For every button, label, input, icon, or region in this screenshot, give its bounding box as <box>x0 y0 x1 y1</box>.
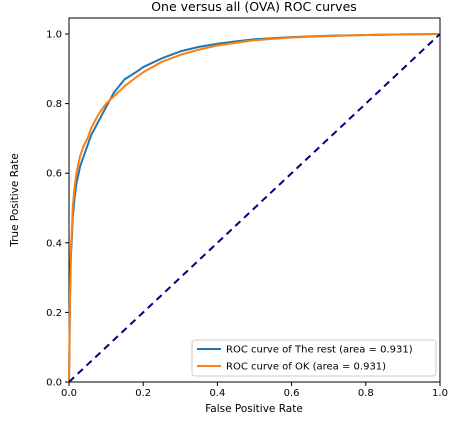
x-tick-label: 0.4 <box>209 388 225 399</box>
plot-area-frame <box>69 18 440 382</box>
y-tick-label: 0.6 <box>46 169 62 180</box>
x-tick-label: 0.6 <box>284 388 300 399</box>
y-tick-label: 0.8 <box>46 99 62 110</box>
x-axis: 0.0 0.2 0.4 0.6 0.8 1.0 <box>61 382 448 399</box>
y-tick-label: 0.2 <box>46 308 62 319</box>
x-tick-label: 1.0 <box>432 388 448 399</box>
legend-label-ok: ROC curve of OK (area = 0.931) <box>226 362 386 373</box>
y-tick-label: 1.0 <box>46 30 62 41</box>
legend: ROC curve of The rest (area = 0.931) ROC… <box>192 340 436 376</box>
chart-title: One versus all (OVA) ROC curves <box>151 0 357 14</box>
x-axis-label: False Positive Rate <box>205 403 303 415</box>
y-axis-label: True Positive Rate <box>9 153 21 248</box>
y-tick-label: 0.4 <box>46 238 62 249</box>
y-tick-label: 0.0 <box>46 378 62 389</box>
x-tick-label: 0.0 <box>61 388 77 399</box>
x-tick-label: 0.8 <box>358 388 374 399</box>
x-tick-label: 0.2 <box>135 388 151 399</box>
series-layer <box>69 34 440 382</box>
legend-label-the-rest: ROC curve of The rest (area = 0.931) <box>226 345 413 356</box>
y-axis: 0.0 0.2 0.4 0.6 0.8 1.0 <box>46 30 69 389</box>
